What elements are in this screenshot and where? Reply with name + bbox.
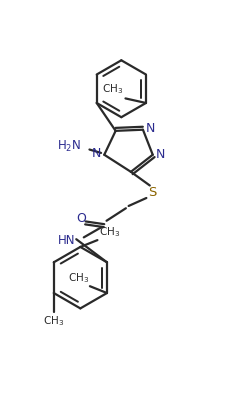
Text: HN: HN: [58, 234, 76, 247]
Text: O: O: [76, 212, 86, 225]
Text: H$_2$N: H$_2$N: [57, 139, 82, 154]
Text: CH$_3$: CH$_3$: [102, 82, 124, 96]
Text: N: N: [155, 148, 165, 161]
Text: S: S: [148, 186, 156, 199]
Text: N: N: [146, 122, 155, 135]
Text: CH$_3$: CH$_3$: [68, 271, 89, 285]
Text: CH$_3$: CH$_3$: [98, 225, 120, 239]
Text: CH$_3$: CH$_3$: [43, 314, 64, 328]
Text: N: N: [92, 147, 101, 160]
